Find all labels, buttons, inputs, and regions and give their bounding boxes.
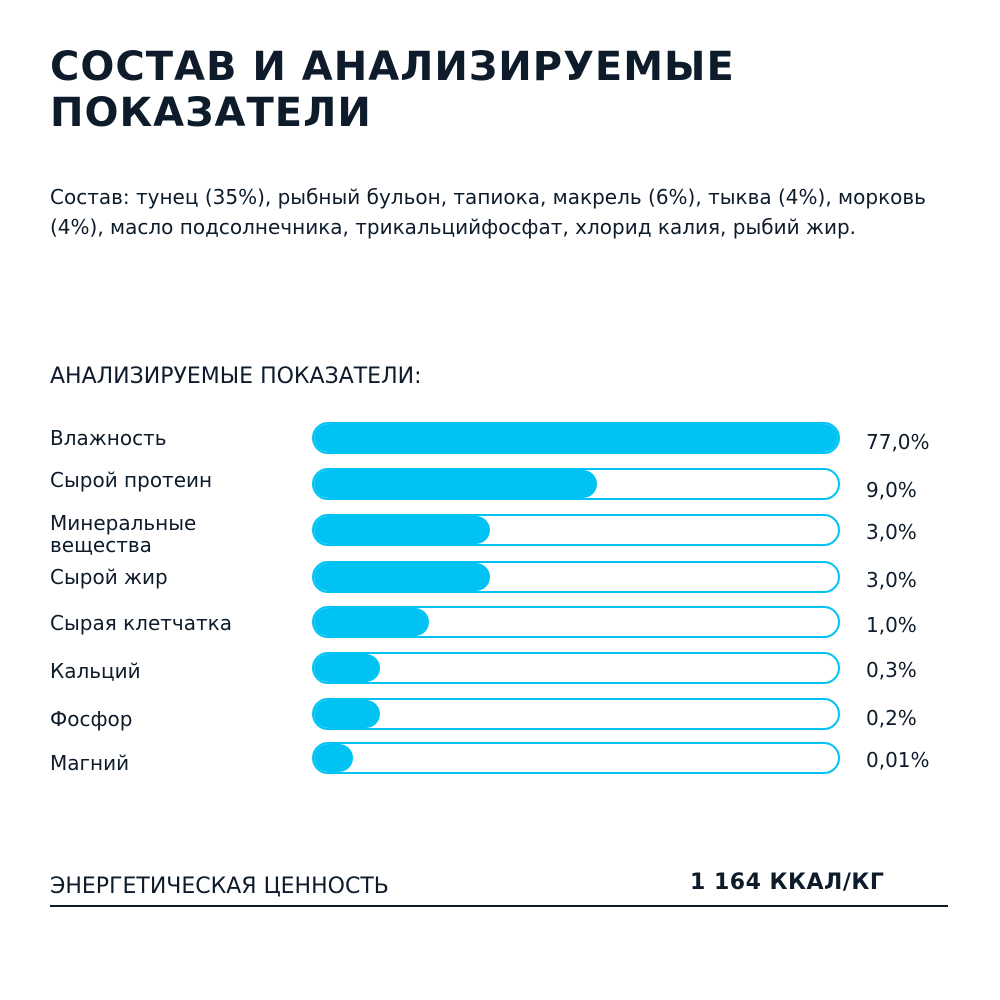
- metric-label: Кальций: [50, 659, 141, 683]
- metric-value: 3,0%: [866, 568, 917, 592]
- metric-label: Сырой жир: [50, 565, 168, 589]
- metric-value: 77,0%: [866, 430, 930, 454]
- metric-value: 3,0%: [866, 520, 917, 544]
- metric-bar-fill: [314, 424, 838, 452]
- energy-value: 1 164 ККАЛ/КГ: [690, 870, 885, 895]
- metric-bar-track: [312, 652, 840, 684]
- metric-label: Сырой протеин: [50, 468, 213, 492]
- metric-label: Фосфор: [50, 707, 133, 731]
- metric-bar-track: [312, 561, 840, 593]
- metric-value: 0,3%: [866, 658, 917, 682]
- metric-label: Магний: [50, 751, 130, 775]
- metric-bar-track: [312, 422, 840, 454]
- metric-value: 0,2%: [866, 706, 917, 730]
- metric-bar-fill: [314, 700, 380, 728]
- page-title: СОСТАВ И АНАЛИЗИРУЕМЫЕ ПОКАЗАТЕЛИ: [50, 44, 735, 136]
- metric-value: 0,01%: [866, 748, 930, 772]
- metric-bar-track: [312, 514, 840, 546]
- metric-bar-fill: [314, 744, 354, 772]
- metric-bar-fill: [314, 516, 490, 544]
- metric-value: 9,0%: [866, 478, 917, 502]
- metric-bar-fill: [314, 654, 380, 682]
- composition-text: Состав: тунец (35%), рыбный бульон, тапи…: [50, 185, 926, 239]
- energy-divider: [50, 905, 948, 907]
- metric-label: Минеральные вещества: [50, 511, 197, 557]
- metric-label: Сырая клетчатка: [50, 611, 232, 635]
- metric-bar-track: [312, 698, 840, 730]
- metric-label: Влажность: [50, 426, 167, 450]
- metric-bar-track: [312, 606, 840, 638]
- analysis-heading: АНАЛИЗИРУЕМЫЕ ПОКАЗАТЕЛИ:: [50, 364, 422, 389]
- metric-bar-fill: [314, 563, 490, 591]
- energy-label: ЭНЕРГЕТИЧЕСКАЯ ЦЕННОСТЬ: [50, 874, 389, 899]
- metric-bar-fill: [314, 470, 597, 498]
- metric-value: 1,0%: [866, 613, 917, 637]
- metric-bar-track: [312, 468, 840, 500]
- metric-bar-fill: [314, 608, 430, 636]
- metric-bar-track: [312, 742, 840, 774]
